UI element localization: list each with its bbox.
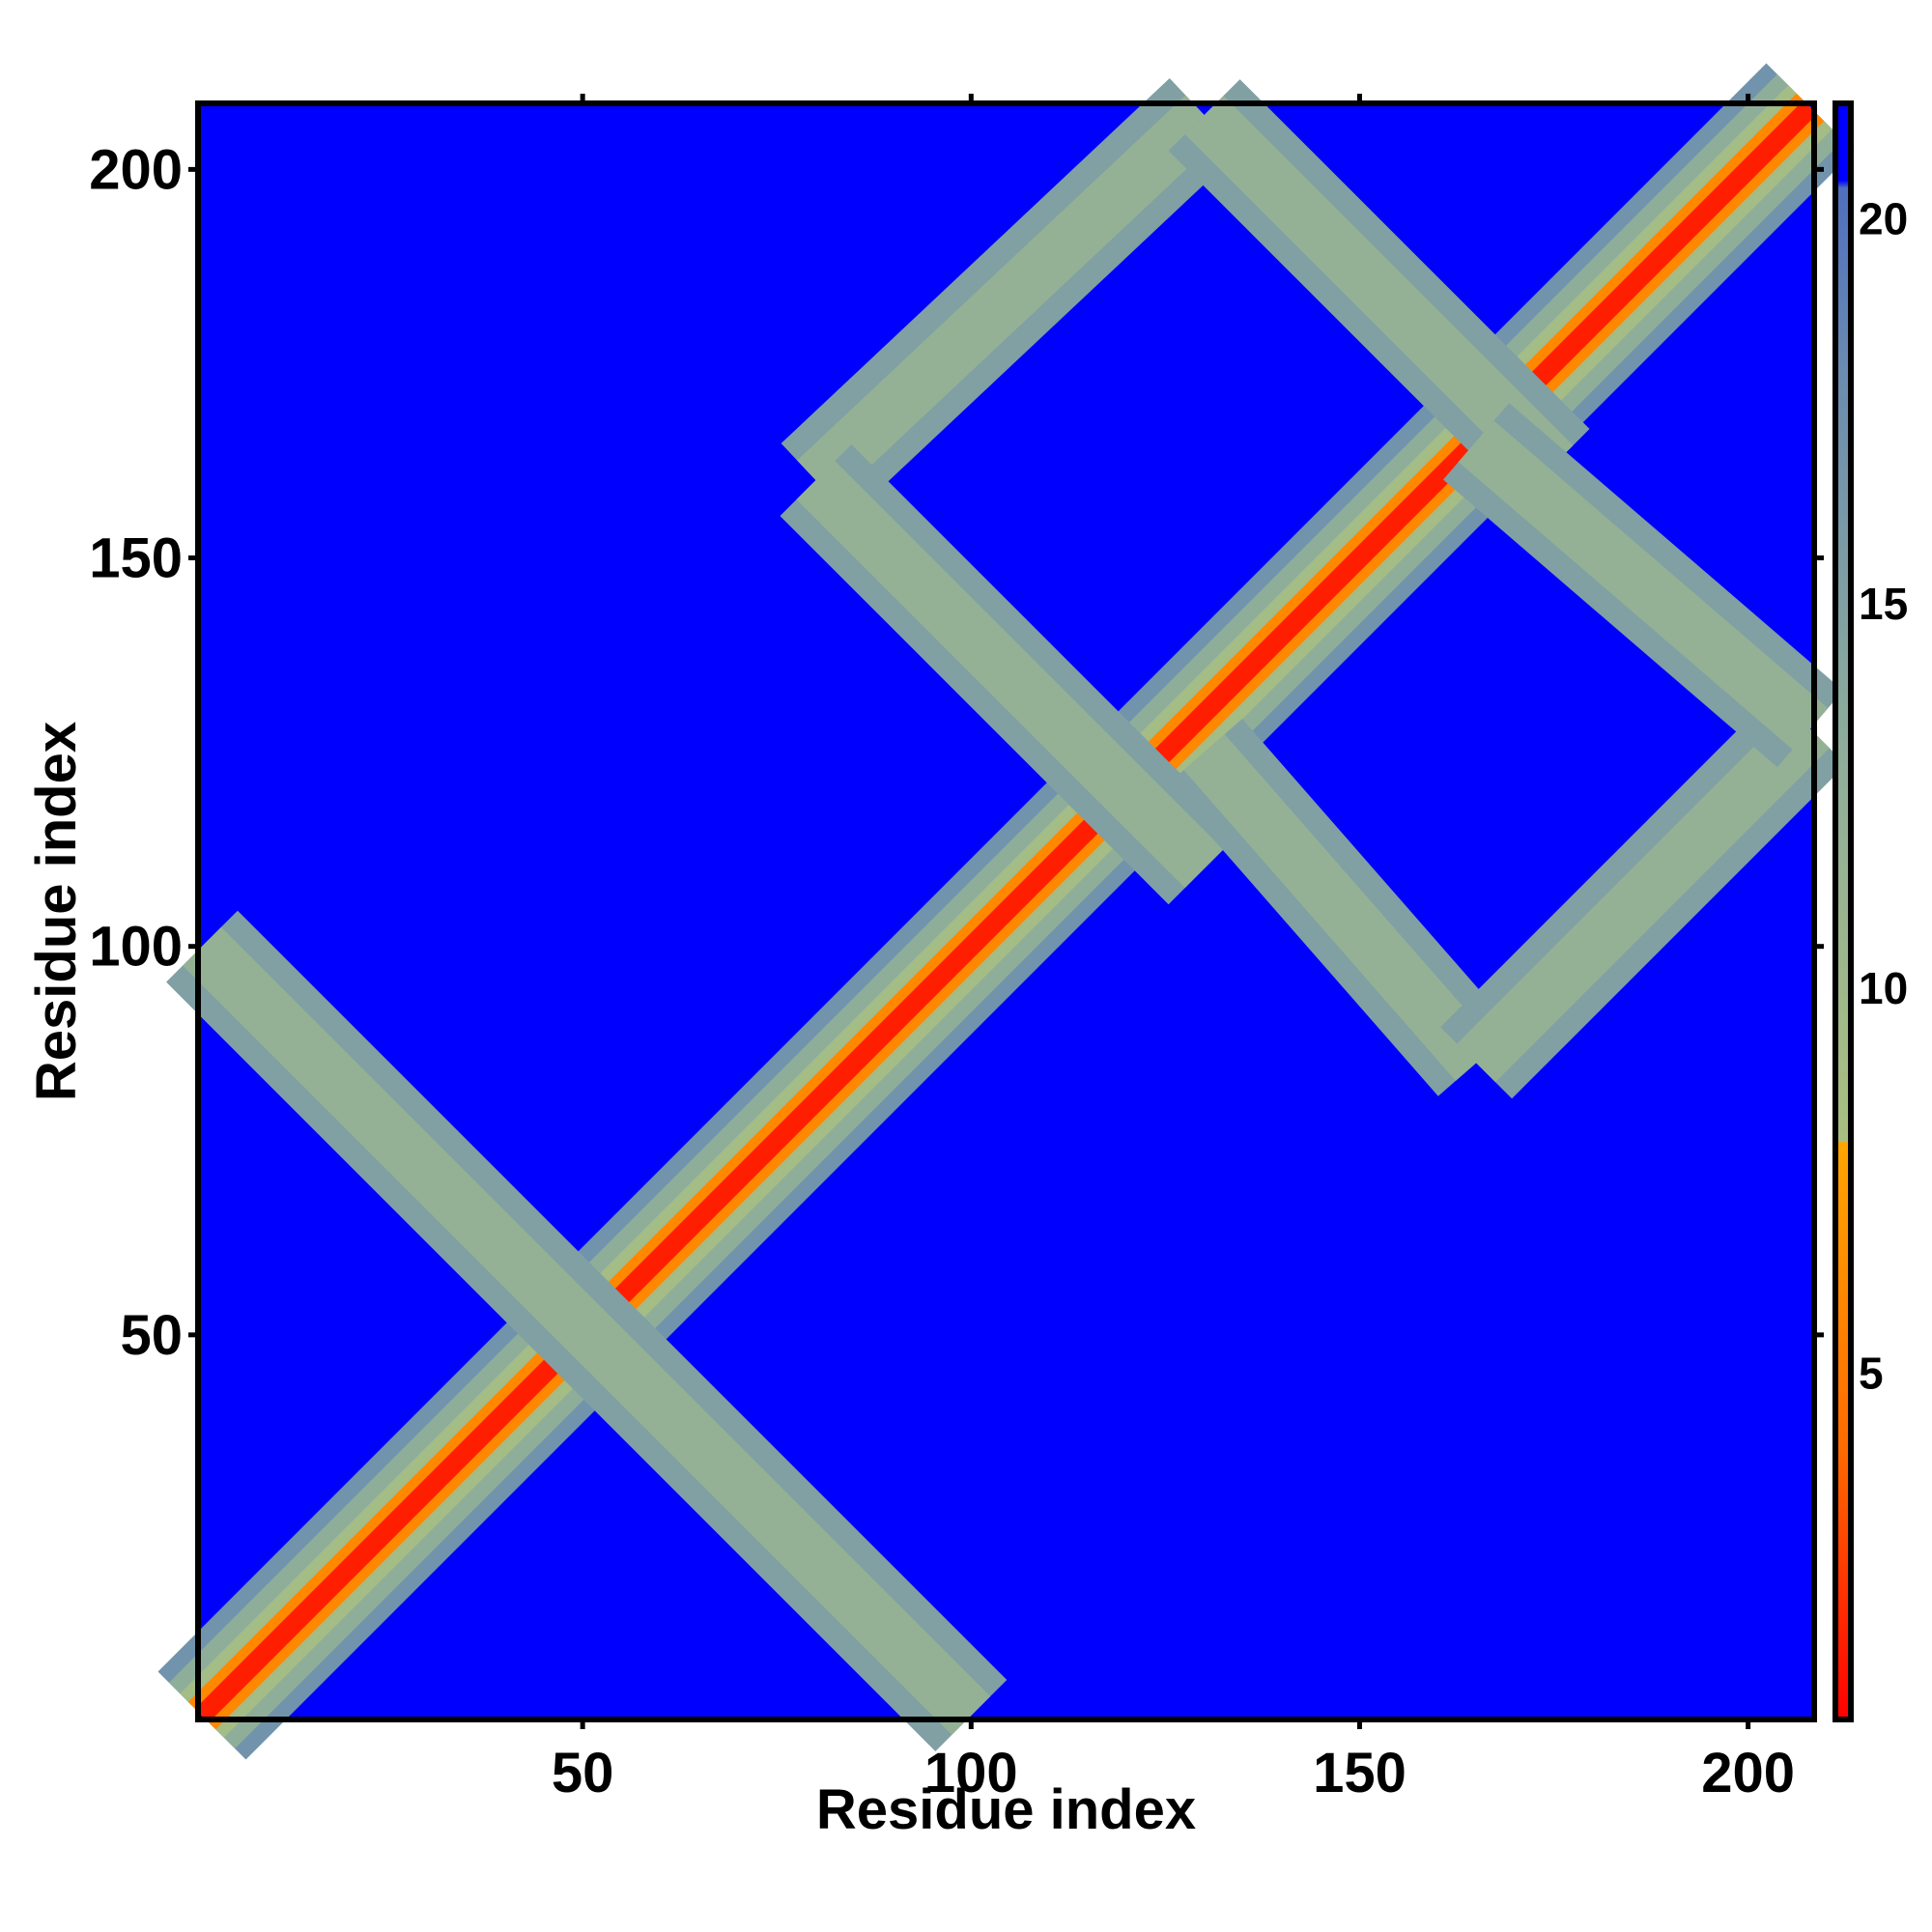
diagonal-core (194, 99, 1818, 1723)
heatmap-cells (157, 63, 1855, 1760)
contact-band-core-1 (183, 926, 991, 1735)
y-tick-label: 50 (120, 1304, 183, 1367)
plot-frame (195, 100, 1817, 1722)
colorbar-tick-label: 10 (1859, 963, 1908, 1013)
x-tick-label: 50 (552, 1742, 614, 1804)
colorbar-tick-label: 20 (1859, 194, 1908, 244)
x-tick-label: 200 (1701, 1742, 1795, 1804)
y-tick-label: 200 (89, 138, 183, 201)
contact-bands (157, 63, 1855, 1760)
contact-band-core-7 (1458, 420, 1829, 750)
contact-band-core-2 (797, 95, 1223, 500)
y-tick-label: 100 (89, 916, 183, 979)
colorbar-gradient (1833, 100, 1854, 1722)
y-axis-ticks: 50 100 150 200 (89, 138, 1824, 1367)
colorbar-ticks: 5 10 15 20 (1859, 194, 1908, 1399)
x-axis-title: Residue index (816, 1778, 1196, 1841)
x-tick-label: 150 (1313, 1742, 1406, 1804)
contact-band-core-3 (796, 461, 1224, 889)
x-axis-ticks: 50 100 150 200 (552, 94, 1795, 1804)
y-tick-label: 150 (89, 527, 183, 590)
contact-band-core-5 (1183, 734, 1497, 1081)
colorbar: 5 10 15 20 (1833, 100, 1908, 1722)
contact-band-core-6 (1457, 709, 1830, 1083)
colorbar-tick-label: 5 (1859, 1349, 1884, 1399)
x-tick-label: 100 (924, 1742, 1018, 1804)
colorbar-tick-label: 15 (1859, 579, 1908, 629)
y-axis-title: Residue index (25, 722, 88, 1101)
contact-band-core-4 (1184, 96, 1574, 484)
